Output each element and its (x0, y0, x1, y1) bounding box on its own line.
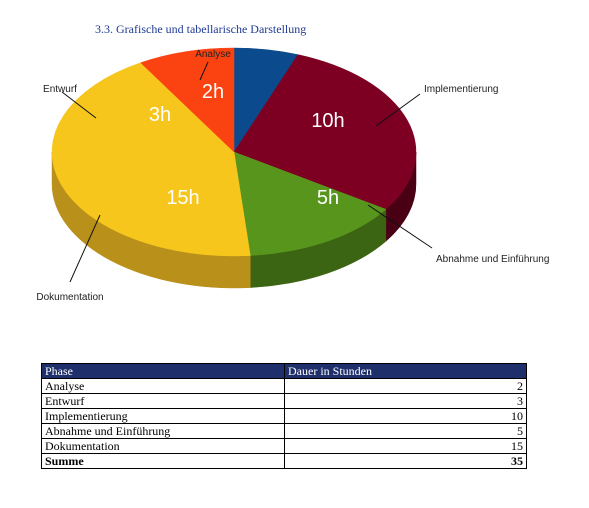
section-heading: 3.3. Grafische und tabellarische Darstel… (95, 22, 307, 36)
value-label-implementierung: 10h (311, 110, 344, 132)
callout-line-dokumentation (69, 214, 101, 283)
header-duration: Dauer in Stunden (284, 363, 527, 379)
table-row: Implementierung 10 (41, 408, 527, 424)
value-label-abnahme-und-einf-hrung: 5h (317, 187, 339, 209)
phase-cell: Abnahme und Einführung (41, 423, 285, 439)
duration-cell: 10 (284, 408, 527, 424)
callout-line-analyse (199, 61, 209, 81)
pie-values: 2h 10h 5h 15h 3h (149, 81, 345, 209)
category-label-implementierung: Implementierung (424, 84, 498, 95)
pie-tops (51, 47, 417, 257)
duration-cell: 2 (284, 378, 527, 394)
pie-callouts: Analyse Implementierung Abnahme und Einfüh… (36, 49, 549, 303)
table-total-row: Summe 35 (41, 453, 527, 469)
duration-cell: 15 (284, 438, 527, 454)
duration-table: Phase Dauer in Stunden Analyse 2 Entwurf… (41, 363, 527, 469)
category-label-abnahme-und-einf-hrung: Abnahme und Einführung (436, 254, 549, 265)
phase-cell: Dokumentation (41, 438, 285, 454)
duration-cell: 5 (284, 423, 527, 439)
pie-slice-entwurf (140, 47, 235, 153)
table-header-row: Phase Dauer in Stunden (41, 363, 527, 379)
header-phase: Phase (41, 363, 285, 379)
pie-slice-abnahme-und-einf-hrung (233, 151, 387, 256)
category-label-analyse: Analyse (195, 49, 231, 60)
phase-cell: Implementierung (41, 408, 285, 424)
total-label-cell: Summe (41, 453, 285, 469)
value-label-analyse: 2h (202, 81, 224, 103)
callout-line-implementierung (375, 93, 421, 127)
table-row: Abnahme und Einführung 5 (41, 423, 527, 439)
pie-chart: Analyse Implementierung Abnahme und Einfüh… (36, 47, 549, 303)
table-row: Dokumentation 15 (41, 438, 527, 454)
callout-line-entwurf (61, 91, 97, 119)
pie-slice-implementierung (233, 54, 417, 210)
total-value-cell: 35 (284, 453, 527, 469)
table-row: Analyse 2 (41, 378, 527, 394)
table-row: Entwurf 3 (41, 393, 527, 409)
pie-slice-dokumentation (51, 62, 251, 257)
category-label-dokumentation: Dokumentation (36, 292, 103, 303)
phase-cell: Entwurf (41, 393, 285, 409)
duration-cell: 3 (284, 393, 527, 409)
value-label-dokumentation: 15h (166, 187, 199, 209)
category-label-entwurf: Entwurf (43, 84, 77, 95)
callout-line-abnahme-und-einf-hrung (367, 204, 433, 249)
phase-cell: Analyse (41, 378, 285, 394)
value-label-entwurf: 3h (149, 104, 171, 126)
